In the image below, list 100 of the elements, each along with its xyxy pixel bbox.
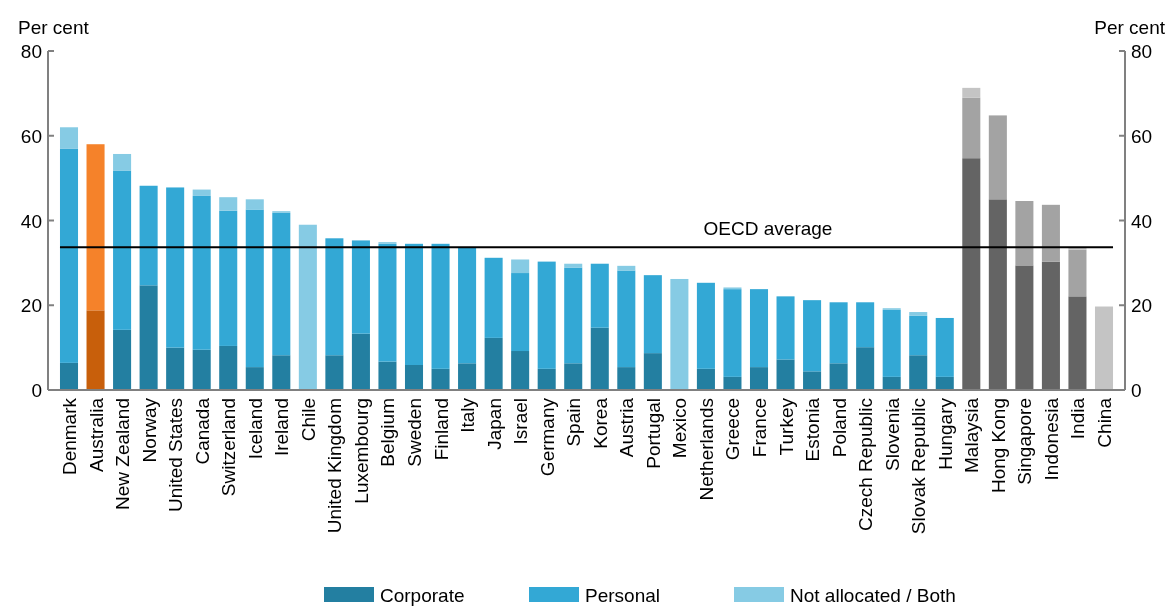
bar xyxy=(723,376,742,390)
bar xyxy=(484,257,503,338)
x-tick-label: Czech Republic xyxy=(855,398,877,532)
bar xyxy=(617,367,636,390)
bar xyxy=(219,210,238,346)
x-tick-label: New Zealand xyxy=(112,398,134,510)
bar xyxy=(829,302,848,364)
bar xyxy=(511,273,530,352)
x-tick-label: Australia xyxy=(85,397,107,472)
bar xyxy=(113,153,132,171)
legend-label: Not allocated / Both xyxy=(790,585,956,606)
x-tick-label: India xyxy=(1067,397,1089,440)
y-tick-label: 80 xyxy=(20,41,42,62)
bar xyxy=(351,333,370,390)
bar xyxy=(749,289,769,368)
x-tick-label: Malaysia xyxy=(961,397,983,473)
x-tick-label: Sweden xyxy=(404,398,425,467)
x-tick-label: Hong Kong xyxy=(987,398,1009,494)
bar xyxy=(537,261,556,369)
bar xyxy=(829,363,848,390)
x-tick-label: Greece xyxy=(722,398,744,461)
x-tick-label: Portugal xyxy=(642,398,664,469)
bar xyxy=(431,243,450,369)
x-tick-label: Slovenia xyxy=(881,397,903,471)
y-tick-label: 0 xyxy=(31,380,42,401)
bar xyxy=(882,376,901,390)
legend-label: Corporate xyxy=(380,585,465,606)
bar xyxy=(909,355,928,390)
bar xyxy=(272,355,291,390)
bar xyxy=(511,351,530,390)
bar xyxy=(113,170,132,330)
y-tick-label: 20 xyxy=(20,295,42,317)
bar xyxy=(670,278,689,390)
bar xyxy=(988,115,1007,200)
y2-tick-label: 40 xyxy=(1131,210,1153,232)
bar xyxy=(856,347,875,390)
bar xyxy=(962,97,981,159)
x-tick-label: Hungary xyxy=(934,397,956,470)
bar xyxy=(139,285,158,390)
bar xyxy=(378,243,397,362)
bar xyxy=(166,187,185,348)
x-tick-label: Indonesia xyxy=(1040,397,1062,481)
bar xyxy=(458,363,477,390)
bar xyxy=(749,367,769,390)
y-tick-label: 40 xyxy=(20,210,42,232)
x-tick-label: Iceland xyxy=(244,398,266,460)
bar xyxy=(431,368,450,390)
y2-axis-title: Per cent xyxy=(1094,17,1166,38)
x-tick-label: Germany xyxy=(536,397,558,477)
bar xyxy=(272,212,291,356)
bar xyxy=(962,158,981,390)
bar xyxy=(590,327,609,390)
x-tick-label: Italy xyxy=(457,397,479,433)
x-tick-label: Belgium xyxy=(377,398,399,467)
x-tick-label: Korea xyxy=(589,397,611,449)
y2-tick-label: 80 xyxy=(1131,41,1153,62)
bar xyxy=(723,289,742,377)
x-tick-label: Netherlands xyxy=(695,398,717,501)
bar xyxy=(643,275,662,354)
y2-tick-label: 0 xyxy=(1131,380,1142,401)
bar xyxy=(1015,201,1034,266)
x-tick-label: Slovak Republic xyxy=(908,398,930,535)
y2-tick-label: 60 xyxy=(1131,125,1153,147)
bar xyxy=(856,302,875,348)
bar xyxy=(325,238,344,356)
y-axis-title: Per cent xyxy=(18,17,90,38)
bar xyxy=(113,329,132,390)
bar xyxy=(803,371,822,390)
bar xyxy=(59,127,79,149)
bar xyxy=(617,265,636,271)
bar xyxy=(909,312,928,316)
bar xyxy=(325,355,344,390)
x-tick-label: France xyxy=(749,398,770,458)
bar xyxy=(1068,296,1087,390)
x-tick-label: Singapore xyxy=(1014,398,1036,485)
bar xyxy=(219,197,238,211)
bar xyxy=(404,365,424,390)
bar xyxy=(59,362,79,390)
bar xyxy=(1094,306,1114,390)
bar xyxy=(245,199,264,210)
bar xyxy=(935,317,954,377)
bar xyxy=(59,148,79,363)
x-tick-label: Israel xyxy=(510,398,532,445)
bar xyxy=(484,337,503,390)
x-tick-label: Austria xyxy=(616,397,638,458)
x-tick-label: Finland xyxy=(430,398,452,461)
bar xyxy=(962,87,981,98)
y-tick-label: 60 xyxy=(20,125,42,147)
x-tick-label: United States xyxy=(165,398,187,513)
bar xyxy=(696,368,715,390)
bar xyxy=(803,300,822,372)
bar xyxy=(696,282,715,369)
x-tick-label: Japan xyxy=(483,398,505,450)
bar xyxy=(219,345,238,390)
bar xyxy=(404,243,424,365)
bar xyxy=(882,309,901,377)
bar xyxy=(564,263,583,268)
bar xyxy=(166,347,185,390)
x-tick-label: Chile xyxy=(297,398,319,442)
legend-label: Personal xyxy=(585,585,660,606)
